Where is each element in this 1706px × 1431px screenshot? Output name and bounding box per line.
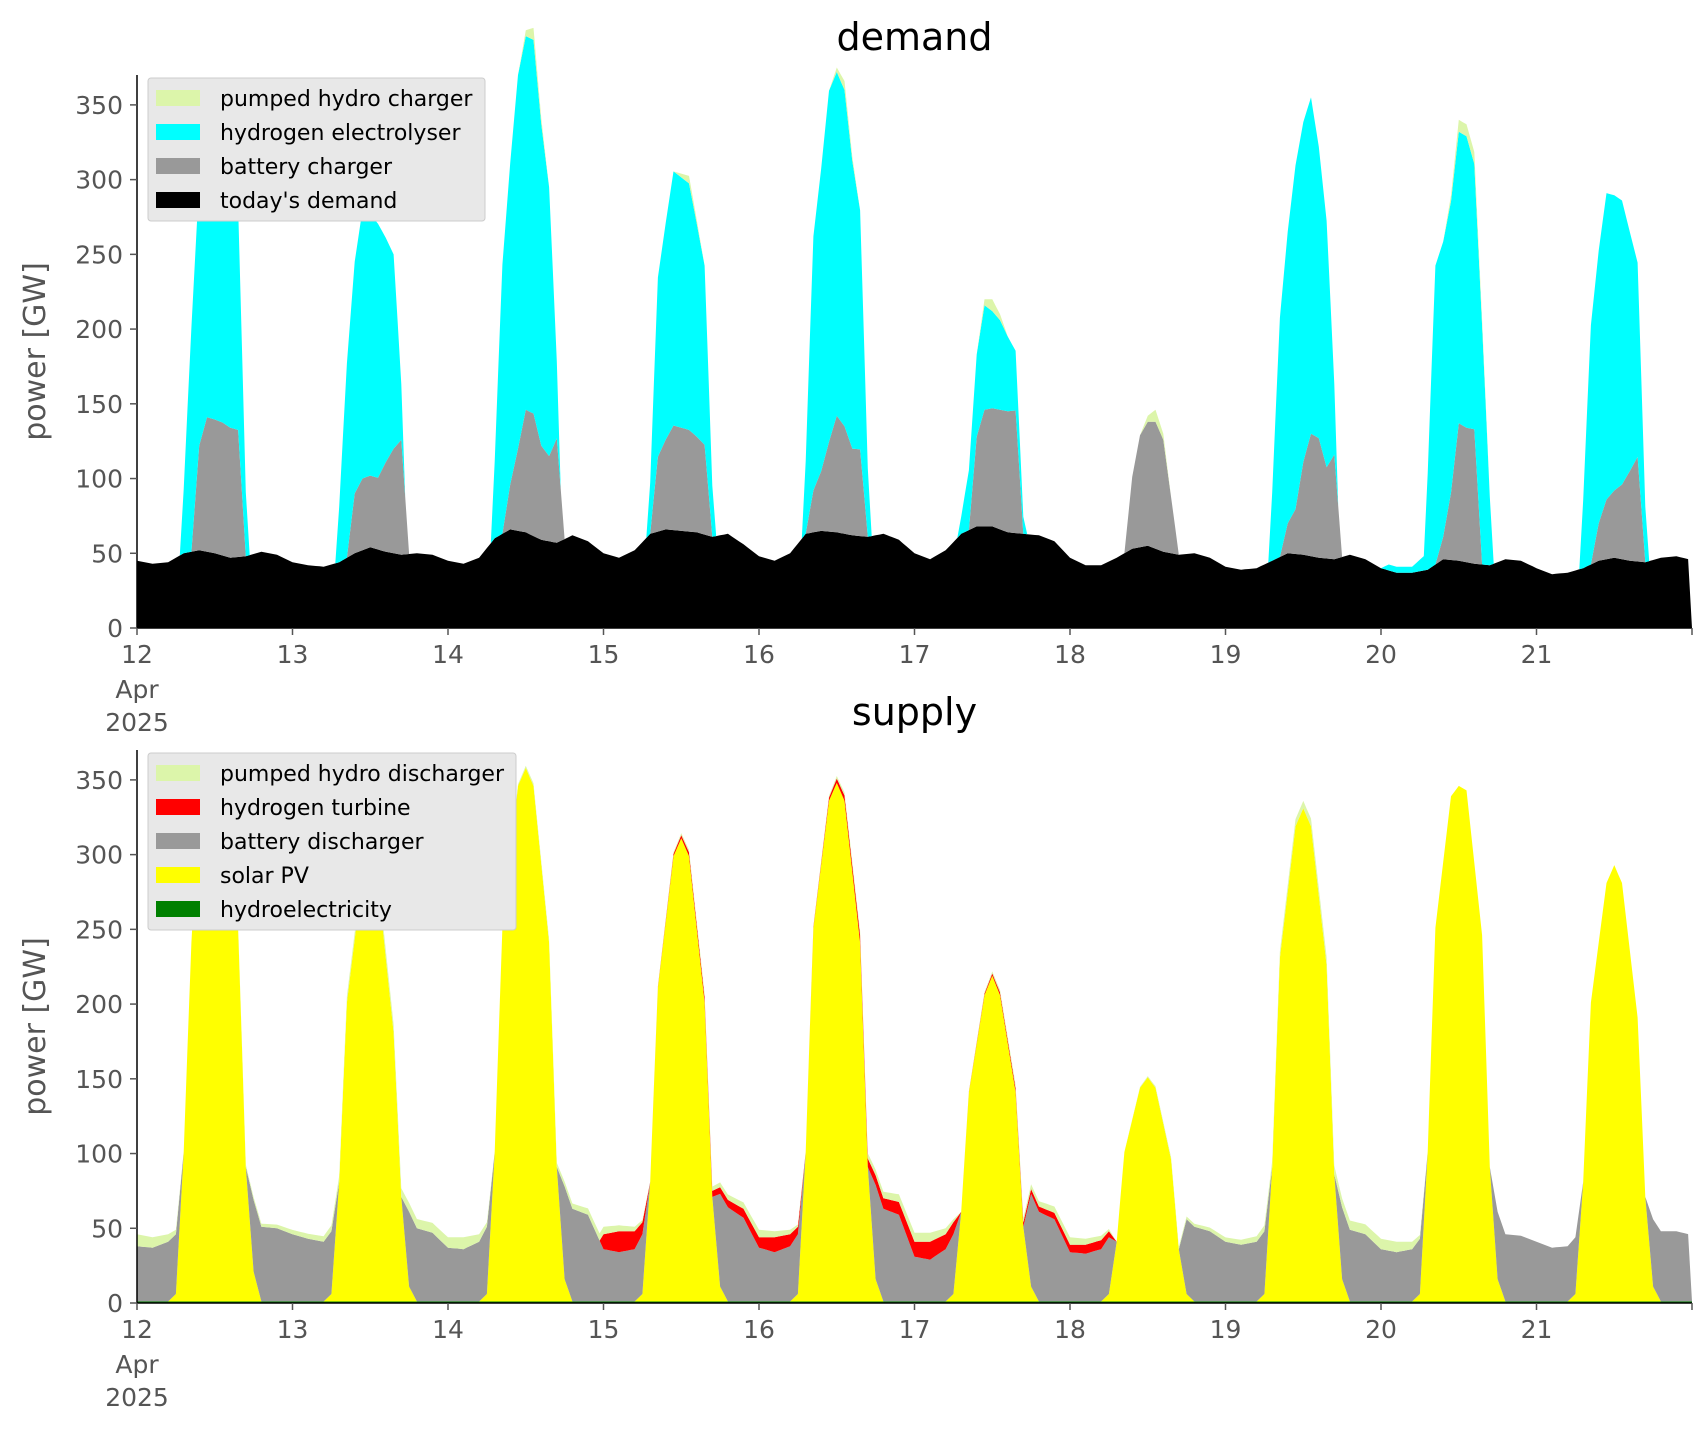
legend: pumped hydro discharger hydrogen turbine b… — [147, 752, 517, 931]
y-tick-label: 0 — [107, 614, 123, 643]
y-tick-label: 100 — [75, 465, 123, 494]
y-tick-label: 350 — [75, 766, 123, 795]
y-tick-label: 300 — [75, 166, 123, 195]
x-tick-label: 17 — [899, 640, 931, 669]
y-tick-label: 250 — [75, 240, 123, 269]
x-tick-label: 14 — [432, 640, 464, 669]
x-tick-label: 19 — [1210, 1315, 1242, 1344]
area-battery-discharger — [137, 767, 1692, 1302]
x-tick-label: 16 — [743, 1315, 775, 1344]
legend: pumped hydro charger hydrogen electrolyse… — [147, 77, 486, 222]
area-today-s-demand — [137, 526, 1692, 628]
x-tick-label: 15 — [588, 640, 620, 669]
x-tick-sublabel: 2025 — [105, 1383, 169, 1412]
legend-box — [147, 77, 486, 222]
demand-chart: demand 0 50 100 150 200 250 300 350 12 Apr 2025 13 14… — [18, 15, 1693, 737]
legend-swatch-hydroelectricity — [156, 901, 200, 917]
legend-box — [147, 752, 517, 931]
supply-chart: supply 0 50 100 150 200 250 300 350 12 Apr 2025 13 14… — [18, 690, 1693, 1412]
y-tick-label: 0 — [107, 1289, 123, 1318]
legend-label-pumped-hydro-charger: pumped hydro charger — [220, 87, 473, 112]
y-tick-label: 350 — [75, 91, 123, 120]
x-tick-sublabel: 2025 — [105, 708, 169, 737]
legend-label-hydroelectricity: hydroelectricity — [220, 898, 392, 923]
legend-swatch-pumped-hydro-charger — [156, 90, 200, 106]
y-tick-label: 200 — [75, 990, 123, 1019]
x-tick-label: 16 — [743, 640, 775, 669]
legend-swatch-pumped-hydro-discharger — [156, 765, 200, 781]
legend-label-battery-discharger: battery discharger — [220, 830, 425, 855]
x-tick-label: 12 — [121, 640, 153, 669]
x-tick-label: 19 — [1210, 640, 1242, 669]
x-tick-label: 13 — [277, 640, 309, 669]
legend-label-battery-charger: battery charger — [220, 155, 393, 180]
x-tick-label: 12 — [121, 1315, 153, 1344]
legend-label-pumped-hydro-discharger: pumped hydro discharger — [220, 762, 505, 787]
area-solar-pv — [137, 767, 1692, 1302]
legend-swatch-hydrogen-electrolyser — [156, 124, 200, 140]
legend-swatch-today-s-demand — [156, 192, 200, 208]
x-tick-label: 20 — [1365, 1315, 1397, 1344]
legend-label-hydrogen-turbine: hydrogen turbine — [220, 796, 411, 821]
legend-swatch-battery-discharger — [156, 833, 200, 849]
area-hydrogen-electrolyser — [137, 36, 1692, 629]
x-tick-label: 18 — [1054, 1315, 1086, 1344]
area-battery-charger — [137, 408, 1692, 628]
y-tick-label: 150 — [75, 1065, 123, 1094]
x-tick-label: 18 — [1054, 640, 1086, 669]
legend-label-hydrogen-electrolyser: hydrogen electrolyser — [220, 121, 461, 146]
y-tick-label: 50 — [91, 1214, 123, 1243]
x-tick-label: 20 — [1365, 640, 1397, 669]
x-tick-sublabel: Apr — [115, 675, 159, 704]
y-axis-label: power [GW] — [18, 937, 53, 1116]
legend-label-solar-pv: solar PV — [220, 864, 309, 889]
y-tick-label: 200 — [75, 315, 123, 344]
x-tick-label: 13 — [277, 1315, 309, 1344]
legend-label-today-s-demand: today's demand — [220, 189, 397, 214]
y-tick-label: 250 — [75, 915, 123, 944]
x-tick-label: 21 — [1521, 1315, 1553, 1344]
y-tick-label: 300 — [75, 841, 123, 870]
x-tick-sublabel: Apr — [115, 1350, 159, 1379]
legend-swatch-hydrogen-turbine — [156, 799, 200, 815]
x-tick-label: 15 — [588, 1315, 620, 1344]
x-tick-label: 14 — [432, 1315, 464, 1344]
chart-title: supply — [852, 690, 977, 734]
legend-swatch-solar-pv — [156, 867, 200, 883]
y-tick-label: 100 — [75, 1140, 123, 1169]
y-axis-label: power [GW] — [18, 262, 53, 441]
x-tick-label: 17 — [899, 1315, 931, 1344]
legend-swatch-battery-charger — [156, 158, 200, 174]
y-tick-label: 50 — [91, 539, 123, 568]
x-tick-label: 21 — [1521, 640, 1553, 669]
y-tick-label: 150 — [75, 390, 123, 419]
chart-title: demand — [836, 15, 992, 59]
